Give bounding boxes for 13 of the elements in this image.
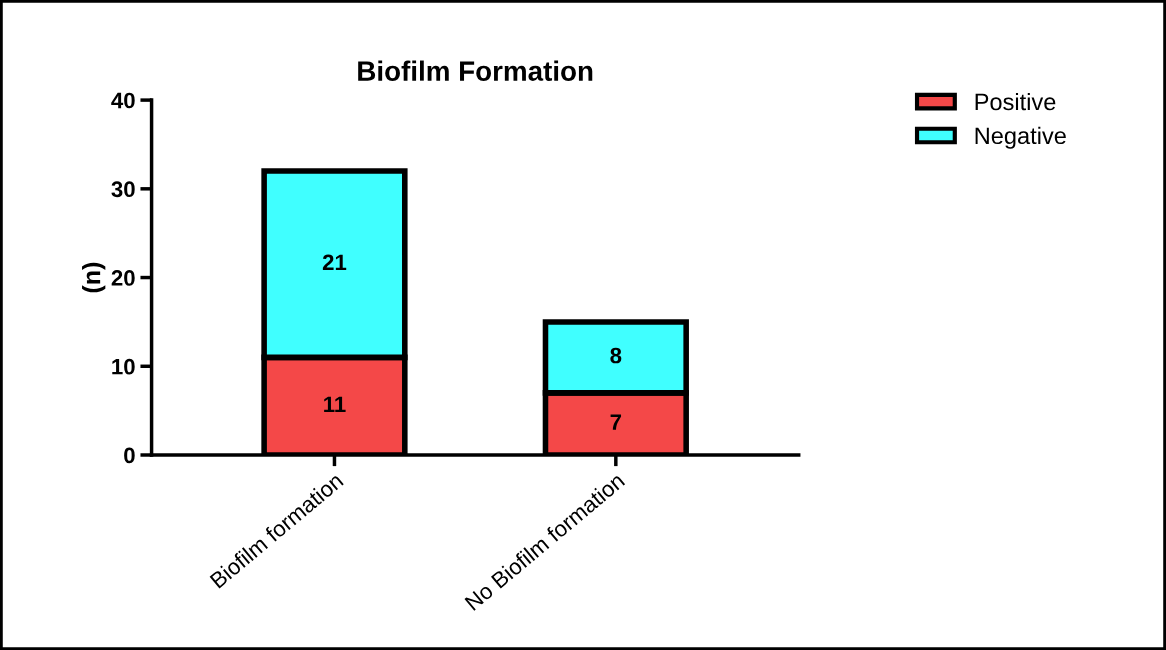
chart-title: Biofilm Formation [358, 60, 593, 81]
data-label: 21 [322, 254, 347, 270]
y-tick-label: 30 [111, 181, 135, 198]
y-tick-label: 0 [124, 447, 135, 464]
data-label: 7 [610, 414, 622, 430]
legend-label: Negative [975, 126, 1066, 149]
data-label: 11 [324, 396, 346, 412]
y-tick-label: 10 [112, 358, 135, 375]
legend-label: Positive [975, 92, 1056, 111]
y-tick-label: 40 [111, 92, 135, 109]
y-tick-label: 20 [111, 270, 135, 286]
y-axis-title: (n) [82, 262, 106, 293]
data-label: 8 [610, 347, 622, 364]
